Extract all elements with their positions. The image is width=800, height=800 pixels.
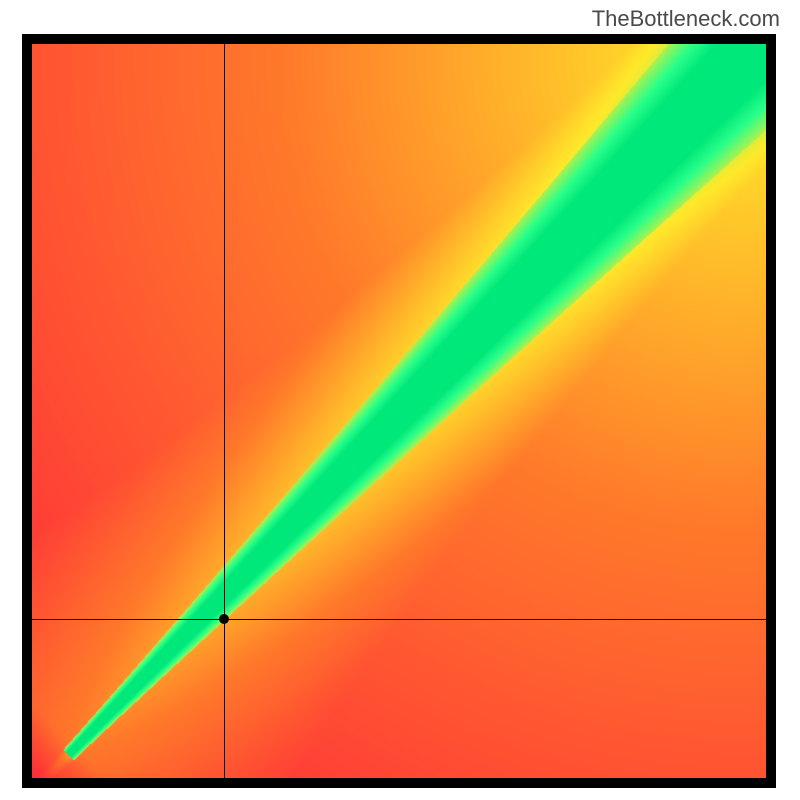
source-watermark: TheBottleneck.com [592,6,780,32]
plot-frame [22,34,776,788]
chart-container: TheBottleneck.com [0,0,800,800]
crosshair-vertical [224,44,225,778]
crosshair-horizontal [32,619,766,620]
heatmap-canvas [32,44,766,778]
plot-area [32,44,766,778]
crosshair-point [219,614,229,624]
